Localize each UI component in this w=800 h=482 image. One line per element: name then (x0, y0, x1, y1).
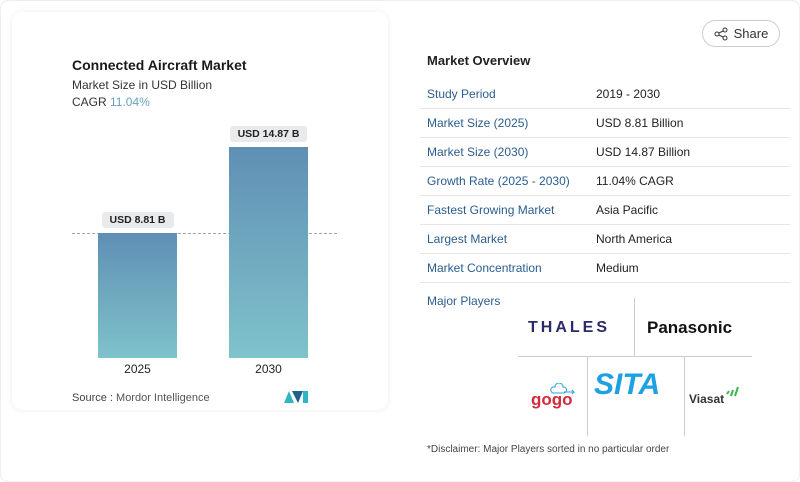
chart-title: Connected Aircraft Market (72, 57, 247, 73)
mordor-logo-icon (284, 391, 308, 403)
overview-row: Market Size (2025) USD 8.81 Billion (420, 109, 790, 138)
row-key: Market Size (2030) (427, 145, 529, 159)
row-value: Medium (596, 261, 639, 275)
row-key: Growth Rate (2025 - 2030) (427, 174, 570, 188)
row-value: 2019 - 2030 (596, 87, 661, 101)
overview-row: Study Period 2019 - 2030 (420, 80, 790, 109)
divider (634, 298, 635, 356)
data-label: USD 14.87 B (229, 126, 308, 142)
panasonic-logo: Panasonic (647, 318, 733, 337)
share-icon (714, 27, 728, 40)
source-label: Source : (72, 392, 113, 404)
overview-row: Largest Market North America (420, 225, 790, 254)
row-key: Market Concentration (427, 261, 542, 275)
sita-logo: SITA (594, 368, 661, 401)
overview-row: Growth Rate (2025 - 2030) 11.04% CAGR (420, 167, 790, 196)
overview-row: Market Size (2030) USD 14.87 Billion (420, 138, 790, 167)
source-value: Mordor Intelligence (116, 392, 210, 404)
major-players-label: Major Players (427, 294, 501, 308)
divider (684, 356, 752, 357)
disclaimer: *Disclaimer: Major Players sorted in no … (427, 444, 670, 455)
overview-row: Fastest Growing Market Asia Pacific (420, 196, 790, 225)
row-value: USD 8.81 Billion (596, 116, 684, 130)
cagr-value: 11.04% (110, 95, 150, 109)
overview-row: Market Concentration Medium (420, 254, 790, 283)
viasat-logo: Viasat (689, 392, 725, 406)
row-value: USD 14.87 Billion (596, 145, 691, 159)
bar-2030 (229, 147, 308, 358)
x-tick-label: 2030 (255, 362, 282, 376)
gogo-logo: gogo (531, 390, 573, 409)
viasat-mark-icon (726, 386, 739, 397)
source: Source : Mordor Intelligence (72, 392, 210, 404)
row-key: Largest Market (427, 232, 508, 246)
row-key: Market Size (2025) (427, 116, 529, 130)
thales-logo: THALES (528, 319, 610, 336)
row-key: Fastest Growing Market (427, 203, 555, 217)
cloud-icon (550, 383, 576, 395)
share-label: Share (733, 26, 769, 41)
sita-box (587, 356, 685, 436)
bar-2025 (98, 232, 177, 358)
overview-title: Market Overview (427, 53, 531, 68)
data-label: USD 8.81 B (101, 211, 174, 228)
chart-subtitle: Market Size in USD Billion (72, 78, 213, 92)
reference-line (72, 233, 337, 234)
row-key: Study Period (427, 87, 496, 101)
row-value: North America (596, 232, 673, 246)
chart-card (12, 12, 388, 410)
row-value: Asia Pacific (596, 203, 659, 217)
x-tick-label: 2025 (124, 362, 151, 376)
cagr: CAGR 11.04% (72, 95, 150, 109)
cagr-label: CAGR (72, 95, 107, 109)
divider (518, 356, 588, 357)
row-value: 11.04% CAGR (596, 174, 674, 188)
share-button[interactable]: Share (702, 20, 780, 47)
